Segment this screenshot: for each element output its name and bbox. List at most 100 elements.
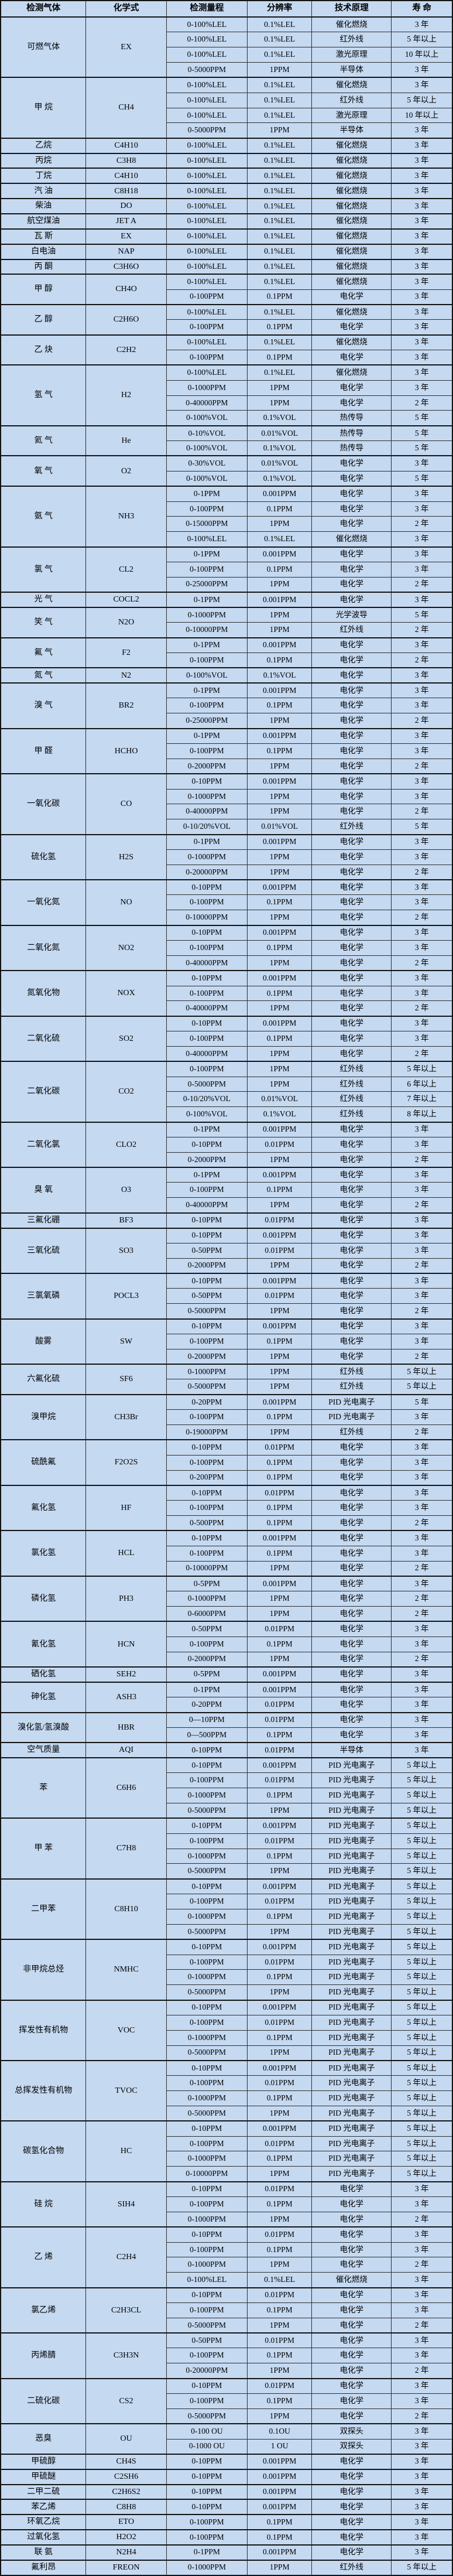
resolution-cell: 0.001PPM bbox=[246, 2120, 313, 2137]
table-row: 0-50PPM 0.01PPM 电化学 3 年 bbox=[1, 1242, 453, 1259]
resolution-cell: 0.001PPM bbox=[246, 2544, 313, 2561]
range-cell: 0-10PPM bbox=[166, 2468, 248, 2485]
principle-cell: 电化学 bbox=[311, 2483, 392, 2500]
lifespan-cell: 3 年 bbox=[391, 546, 453, 562]
lifespan-cell: 3 年 bbox=[391, 1711, 453, 1728]
table-row: 乙 醇 C2H6O 0-100%LEL 0.1%LEL 催化燃烧 3 年 bbox=[0, 304, 453, 336]
resolution-cell: 0.1%VOL bbox=[246, 470, 313, 487]
principle-cell: 电化学 bbox=[311, 380, 392, 396]
range-cell: 0-100PPM bbox=[166, 1454, 248, 1471]
formula-cell: PH3 bbox=[85, 1575, 167, 1622]
principle-cell: PID 光电离子 bbox=[311, 1984, 392, 2001]
principle-cell: 半导体 bbox=[311, 62, 392, 78]
table-row: 笑 气 N2O 0-1000PPM 1PPM 光学波导 5 年 bbox=[0, 606, 453, 638]
lifespan-cell: 3 年 bbox=[391, 486, 453, 502]
formula-cell: VOC bbox=[85, 1999, 167, 2061]
formula-cell: CH4O bbox=[85, 274, 167, 305]
resolution-cell: 1PPM bbox=[246, 395, 313, 411]
principle-cell: 电化学 bbox=[311, 1484, 392, 1501]
principle-cell: 催化燃烧 bbox=[311, 198, 392, 214]
formula-cell: EX bbox=[85, 16, 167, 78]
range-cell: 0-1000PPM bbox=[166, 1364, 248, 1380]
range-cell: 0-100PPM bbox=[166, 2196, 248, 2212]
gas-name-cell: 三氯氧磷 bbox=[0, 1273, 87, 1320]
resolution-cell: 0.001PPM bbox=[246, 1273, 313, 1289]
formula-cell: TVOC bbox=[85, 2059, 167, 2121]
table-row: 乙 烯 C2H4 0-10PPM 0.01PPM 电化学 3 年 bbox=[0, 2226, 453, 2288]
principle-cell: 催化燃烧 bbox=[311, 213, 392, 230]
principle-cell: 电化学 bbox=[311, 561, 392, 578]
range-cell: 0-100%VOL bbox=[166, 440, 248, 456]
resolution-cell: 0.001PPM bbox=[246, 1681, 313, 1698]
resolution-cell: 0.1PPM bbox=[246, 501, 313, 517]
lifespan-cell: 3 年 bbox=[391, 773, 453, 790]
range-cell: 0-5000PPM bbox=[166, 1984, 248, 2001]
table-row: 硅 烷 SIH4 0-10PPM 0.01PPM 电化学 3 年 bbox=[0, 2181, 453, 2227]
principle-cell: 电化学 bbox=[311, 910, 392, 926]
lifespan-cell: 3 年 bbox=[391, 1636, 453, 1652]
lifespan-cell: 3 年 bbox=[391, 924, 453, 941]
lifespan-cell: 5 年 bbox=[391, 440, 453, 456]
range-cell: 0-40000PPM bbox=[166, 955, 248, 971]
table-row: 0-19000PPM 1PPM 红外线 2 年 bbox=[1, 1424, 453, 1440]
principle-cell: PID 光电离子 bbox=[311, 2151, 392, 2167]
formula-cell: HBR bbox=[85, 1711, 167, 1743]
range-cell: 0-100%LEL bbox=[166, 531, 248, 548]
principle-cell: 电化学 bbox=[311, 592, 392, 608]
formula-cell: C2SH6 bbox=[85, 2468, 167, 2485]
lifespan-cell: 3 年 bbox=[391, 2196, 453, 2212]
formula-cell: CH3Br bbox=[85, 1393, 167, 1440]
lifespan-cell: 3 年 bbox=[391, 879, 453, 896]
formula-cell: N2O bbox=[85, 606, 167, 638]
principle-cell: 电化学 bbox=[311, 1348, 392, 1365]
principle-cell: 电化学 bbox=[311, 667, 392, 684]
table-row: 0-100PPM 0.1PPM 电化学 3 年 bbox=[1, 743, 453, 759]
lifespan-cell: 3 年 bbox=[391, 319, 453, 336]
resolution-cell: 0.01PPM bbox=[246, 2377, 313, 2394]
lifespan-cell: 5 年以上 bbox=[391, 2075, 453, 2092]
formula-cell: SO3 bbox=[85, 1227, 167, 1274]
range-cell: 0-40000PPM bbox=[166, 395, 248, 411]
lifespan-cell: 3 年 bbox=[391, 788, 453, 805]
formula-cell: SEH2 bbox=[85, 1666, 167, 1683]
gas-name-cell: 碳氢化合物 bbox=[0, 2120, 87, 2182]
resolution-cell: 0.001PPM bbox=[246, 2468, 313, 2485]
principle-cell: 电化学 bbox=[311, 1318, 392, 1334]
lifespan-cell: 3 年 bbox=[391, 152, 453, 169]
principle-cell: 电化学 bbox=[311, 833, 392, 850]
table-row: 氮 气 N2 0-100%VOL 0.1%VOL 电化学 3 年 bbox=[0, 667, 453, 684]
range-cell: 0-1000PPM bbox=[166, 1908, 248, 1925]
resolution-cell: 0.01PPM bbox=[246, 1288, 313, 1304]
formula-cell: HCHO bbox=[85, 727, 167, 774]
resolution-cell: 0.1%LEL bbox=[246, 274, 313, 290]
table-row: 丙 酮 C3H6O 0-100%LEL 0.1%LEL 催化燃烧 3 年 bbox=[0, 258, 453, 275]
principle-cell: PID 光电离子 bbox=[311, 2075, 392, 2092]
principle-cell: 催化燃烧 bbox=[311, 304, 392, 320]
resolution-cell: 1PPM bbox=[246, 2257, 313, 2273]
formula-cell: N2H4 bbox=[85, 2544, 167, 2561]
range-cell: 0-10PPM bbox=[166, 2453, 248, 2470]
lifespan-cell: 2 年 bbox=[391, 652, 453, 668]
formula-cell: SIH4 bbox=[85, 2181, 167, 2227]
table-row: 白电油 NAP 0-100%LEL 0.1%LEL 催化燃烧 3 年 bbox=[0, 243, 453, 259]
range-cell: 0-100%LEL bbox=[166, 32, 248, 48]
lifespan-cell: 2 年 bbox=[391, 2211, 453, 2227]
table-row: 0-5000PPM 1PPM PID 光电离子 5 年以上 bbox=[1, 2105, 453, 2121]
resolution-cell: 0.01PPM bbox=[246, 1242, 313, 1259]
lifespan-cell: 3 年 bbox=[391, 2529, 453, 2546]
header-gas-name: 检测气体 bbox=[0, 0, 87, 18]
principle-cell: 电化学 bbox=[311, 2408, 392, 2424]
principle-cell: 电化学 bbox=[311, 1636, 392, 1652]
range-cell: 0-19000PPM bbox=[166, 1424, 248, 1440]
resolution-cell: 0.001PPM bbox=[246, 1878, 313, 1895]
gas-name-cell: 二氧化硫 bbox=[0, 1015, 87, 1062]
range-cell: 0-5000PPM bbox=[166, 2105, 248, 2121]
range-cell: 0-100PPM bbox=[166, 2393, 248, 2409]
resolution-cell: 0.1%LEL bbox=[246, 198, 313, 214]
lifespan-cell: 5 年以上 bbox=[391, 1379, 453, 1395]
table-row: 三氧化硫 SO3 0-10PPM 0.001PPM 电化学 3 年 bbox=[0, 1227, 453, 1274]
table-row: 甲硫醇 CH4S 0-10PPM 0.001PPM 电化学 3 年 bbox=[0, 2453, 453, 2470]
formula-cell: F2 bbox=[85, 637, 167, 668]
range-cell: 0-1PPM bbox=[166, 1121, 248, 1137]
range-cell: 0-100%LEL bbox=[166, 92, 248, 108]
